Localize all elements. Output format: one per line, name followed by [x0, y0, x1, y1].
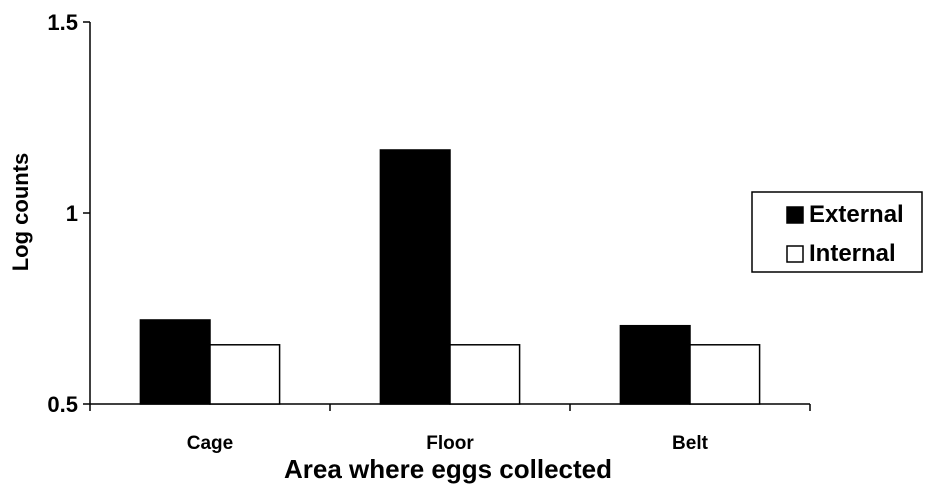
x-axis-title: Area where eggs collected — [284, 454, 612, 484]
legend-swatch-internal — [786, 245, 804, 263]
x-ticks: Cage Floor Belt — [89, 404, 811, 454]
x-tick-label: Belt — [672, 433, 709, 454]
bar-internal-cage — [209, 344, 281, 405]
y-axis-title: Log counts — [8, 153, 33, 272]
y-tick-label: 1.5 — [47, 10, 78, 35]
bar-external-floor — [379, 149, 451, 405]
legend: External Internal — [751, 191, 923, 273]
legend-label-internal: Internal — [809, 240, 896, 267]
bar-internal-belt — [689, 344, 761, 405]
bar-internal-floor — [449, 344, 521, 405]
bars — [139, 149, 761, 405]
bar-external-belt — [619, 324, 691, 405]
legend-swatch-external — [786, 206, 804, 224]
y-tick-label: 0.5 — [47, 392, 78, 417]
legend-frame — [751, 191, 923, 273]
x-tick-label: Cage — [187, 433, 233, 454]
legend-label-external: External — [809, 201, 904, 228]
y-ticks: 0.5 1 1.5 — [47, 10, 90, 417]
x-tick-label: Floor — [426, 433, 474, 454]
y-tick-label: 1 — [66, 201, 78, 226]
bar-external-cage — [139, 319, 211, 405]
